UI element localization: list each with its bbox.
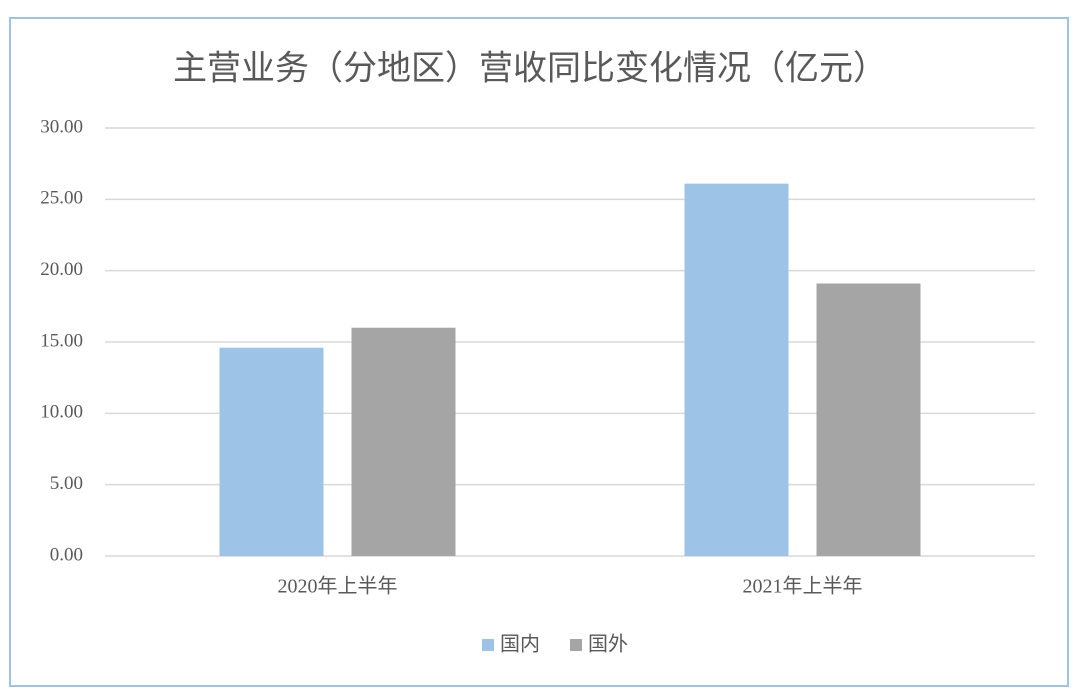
legend-label: 国外 [588, 632, 628, 656]
legend-swatch [570, 639, 582, 651]
y-tick-label: 15.00 [40, 330, 83, 351]
y-tick-label: 25.00 [40, 188, 83, 209]
bar [351, 327, 456, 556]
x-tick-label: 2021年上半年 [743, 575, 863, 598]
y-tick-label: 20.00 [40, 259, 83, 280]
bar [816, 283, 921, 556]
chart-title: 主营业务（分地区）营收同比变化情况（亿元） [173, 49, 887, 89]
y-tick-label: 5.00 [50, 473, 83, 494]
bar [219, 347, 324, 556]
x-tick-label: 2020年上半年 [278, 575, 398, 598]
y-tick-label: 0.00 [50, 544, 83, 565]
legend-swatch [482, 639, 494, 651]
legend-label: 国内 [500, 632, 540, 656]
y-tick-label: 30.00 [40, 116, 83, 137]
y-tick-label: 10.00 [40, 402, 83, 423]
bar [684, 183, 789, 556]
